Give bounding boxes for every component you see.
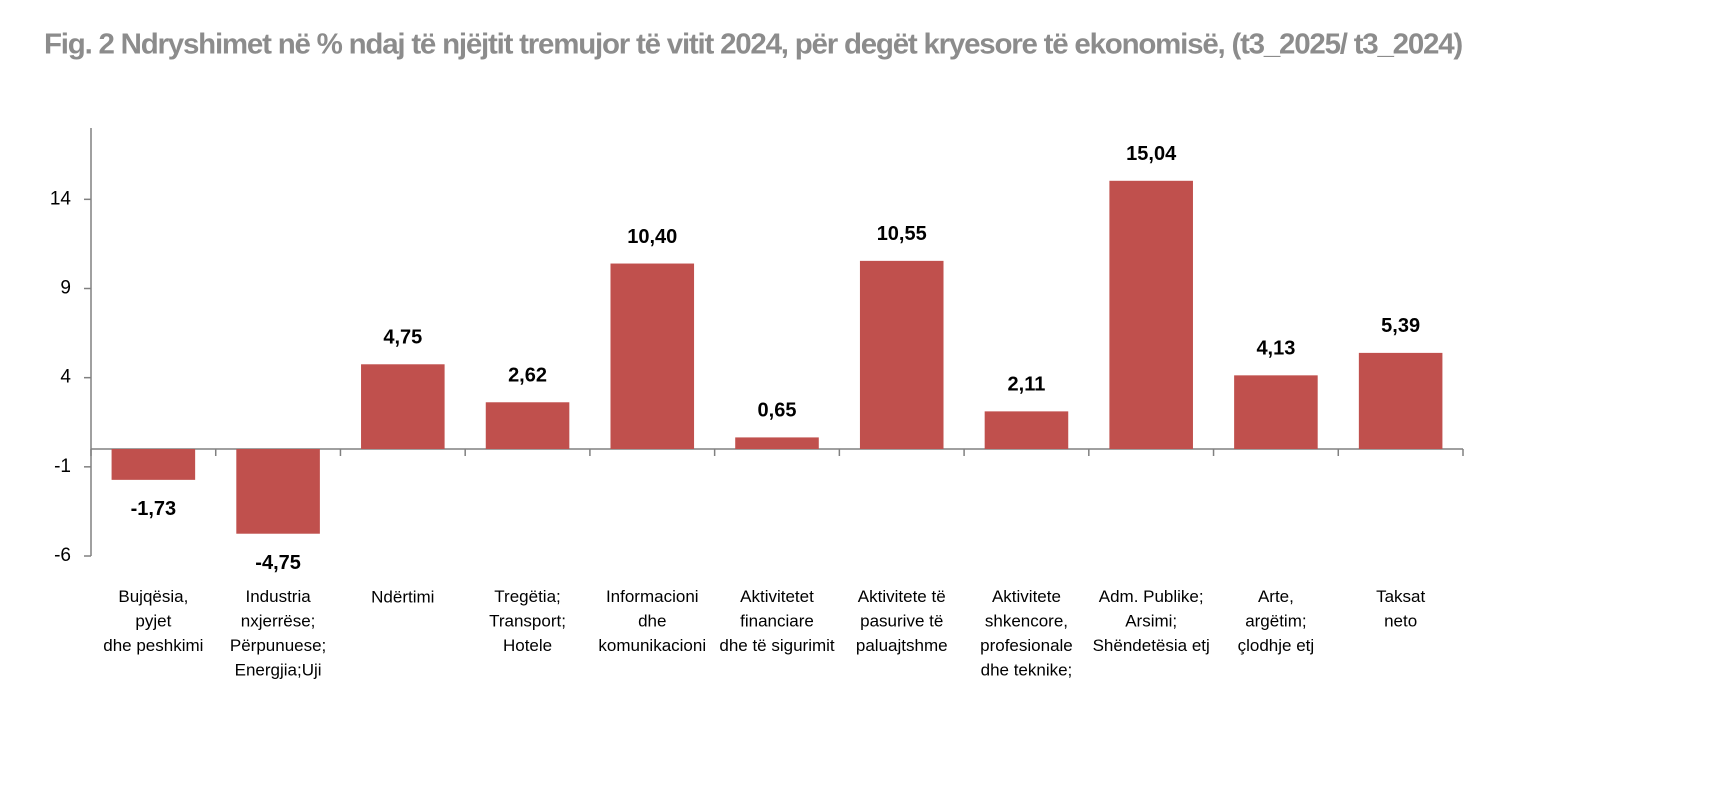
bar — [735, 437, 819, 449]
bar — [859, 260, 944, 449]
y-tick-label: 14 — [50, 188, 72, 209]
value-label: 2,11 — [1008, 374, 1046, 396]
value-label: 5,39 — [1381, 315, 1420, 337]
y-tick-label: -1 — [54, 456, 71, 477]
bar — [1234, 375, 1318, 449]
x-tick-label: Aktivitete shkencore, profesionale dhe tekn… — [980, 587, 1073, 680]
x-tick-label: Aktivitete të pasurive të paluajtshme — [856, 587, 948, 655]
y-tick-label: 9 — [60, 278, 71, 299]
x-tick-label: Arte, argëtim; çlodhje etj — [1238, 587, 1315, 655]
bar — [485, 402, 570, 449]
x-tick-label: Industria nxjerrëse; Përpunuese; Energjia;U… — [230, 587, 326, 680]
bar — [610, 263, 695, 449]
chart-title: Fig. 2 Ndryshimet në % ndaj të njëjtit t… — [44, 29, 1463, 61]
x-tick-label: Tregëtia; Transport; Hotele — [489, 587, 566, 655]
value-label: 4,75 — [383, 327, 422, 349]
value-label: 2,62 — [508, 365, 547, 387]
x-tick-label: Ndërtimi — [371, 587, 434, 606]
bar — [236, 449, 320, 534]
bar — [111, 449, 196, 480]
value-label: 0,65 — [758, 400, 797, 422]
bar — [984, 411, 1069, 449]
x-tick-label: Bujqësia, pyjet dhe peshkimi — [103, 587, 203, 655]
value-label: 4,13 — [1256, 338, 1295, 360]
x-tick-label: Adm. Publike; Arsimi; Shëndetësia etj — [1093, 587, 1210, 655]
value-label: -4,75 — [255, 552, 301, 574]
bar — [361, 364, 445, 449]
x-tick-label: Taksat neto — [1376, 587, 1425, 631]
value-label: -1,73 — [131, 498, 177, 520]
bar — [1109, 180, 1193, 449]
bar — [1358, 352, 1443, 449]
x-tick-label: Aktivitetet financiare dhe të sigurimit — [719, 587, 835, 655]
value-label: 10,55 — [877, 223, 927, 245]
y-tick-label: -6 — [54, 545, 71, 566]
value-label: 15,04 — [1126, 143, 1177, 165]
y-tick-label: 4 — [60, 367, 71, 388]
x-tick-label: Informacioni dhe komunikacioni — [598, 587, 706, 655]
value-label: 10,40 — [627, 226, 677, 248]
